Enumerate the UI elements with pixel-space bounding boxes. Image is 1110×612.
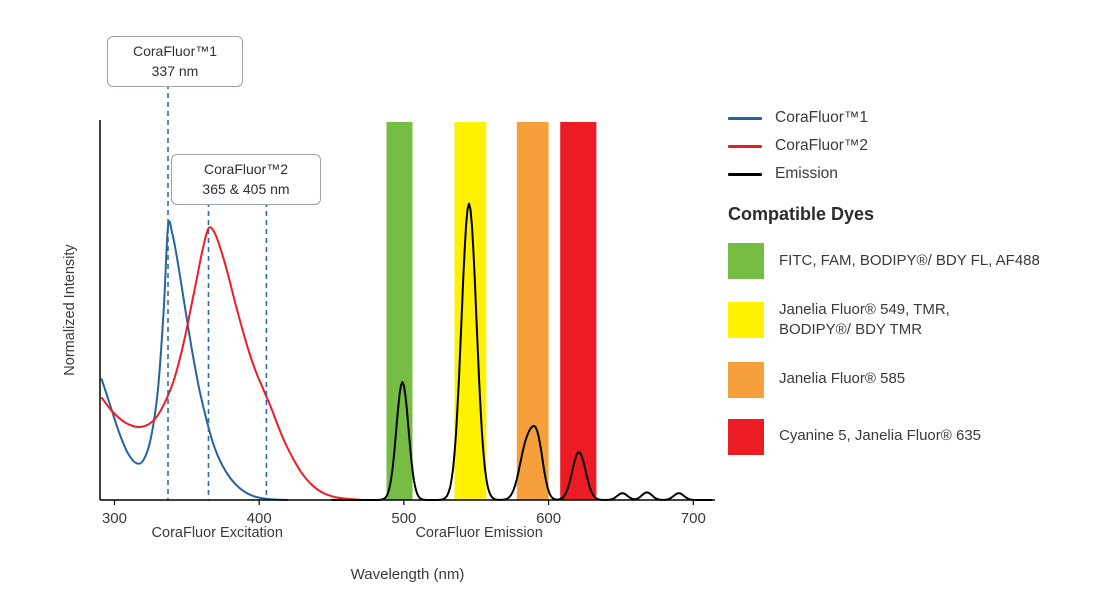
dye-swatch-orange [728,361,764,398]
x-tick-label: 400 [247,510,272,527]
callout-corafluor2-title: CoraFluor™2 [203,161,289,177]
filter-band-2 [516,122,549,500]
callout-corafluor2: CoraFluor™2 365 & 405 nm [171,154,321,206]
x-axis-label: Wavelength (nm) [351,566,465,583]
callout-corafluor1: CoraFluor™1 337 nm [107,36,243,88]
dye-row-yellow: Janelia Fluor® 549, TMR, BODIPY®/ BDY TM… [728,300,1104,341]
filter-band-0 [386,122,413,500]
dye-swatch-red [728,418,764,455]
filter-band-1 [454,122,487,500]
dye-swatch-green [728,243,764,279]
x-tick-label: 700 [681,510,706,527]
x-tick-label: 300 [102,510,127,527]
corafluor1-line-swatch [728,116,762,120]
dye-row-orange: Janelia Fluor® 585 [728,361,1104,398]
legend-entry-corafluor1: CoraFluor™1 [728,104,1104,132]
compatible-dyes-heading: Compatible Dyes [728,204,875,224]
emission-line-swatch [728,172,762,176]
x-tick-label: 600 [536,510,561,527]
series-curve-1 [100,226,364,501]
legend-entry-corafluor2: CoraFluor™2 [728,132,1104,160]
callout-corafluor1-title: CoraFluor™1 [132,43,218,59]
excitation-caption: CoraFluor Excitation [152,525,283,541]
emission-caption: CoraFluor Emission [415,525,542,541]
callout-corafluor1-value: 337 nm [151,62,199,79]
spectra-chart: 300 400 500 600 700 CoraFluor Excitation CoraF… [62,84,715,583]
dye-label-red: Cyanine 5, Janelia Fluor® 635 [779,427,982,445]
legend-label-corafluor2: CoraFluor™2 [775,137,869,154]
dye-label-green: FITC, FAM, BODIPY®/ BDY FL, AF488 [779,251,1040,269]
dye-label-orange: Janelia Fluor® 585 [779,370,906,388]
dye-label-yellow: Janelia Fluor® 549, TMR, BODIPY®/ BDY TM… [779,301,950,339]
y-axis-label: Normalized Intensity [62,244,78,376]
legend-label-corafluor1: CoraFluor™1 [775,109,869,126]
series-curve-0 [100,220,289,501]
dye-row-red: Cyanine 5, Janelia Fluor® 635 [728,418,1104,455]
legend-entry-emission: Emission [728,160,1104,188]
corafluor2-line-swatch [728,144,762,148]
dye-swatch-yellow [728,302,764,339]
legend-label-emission: Emission [775,165,838,182]
callout-corafluor2-value: 365 & 405 nm [202,180,290,197]
series-curve-2 [331,202,713,501]
filter-band-3 [560,122,597,500]
legend: CoraFluor™1 CoraFluor™2 Emission Compati… [728,104,1104,476]
dye-row-green: FITC, FAM, BODIPY®/ BDY FL, AF488 [728,243,1104,279]
x-tick-label: 500 [391,510,416,527]
